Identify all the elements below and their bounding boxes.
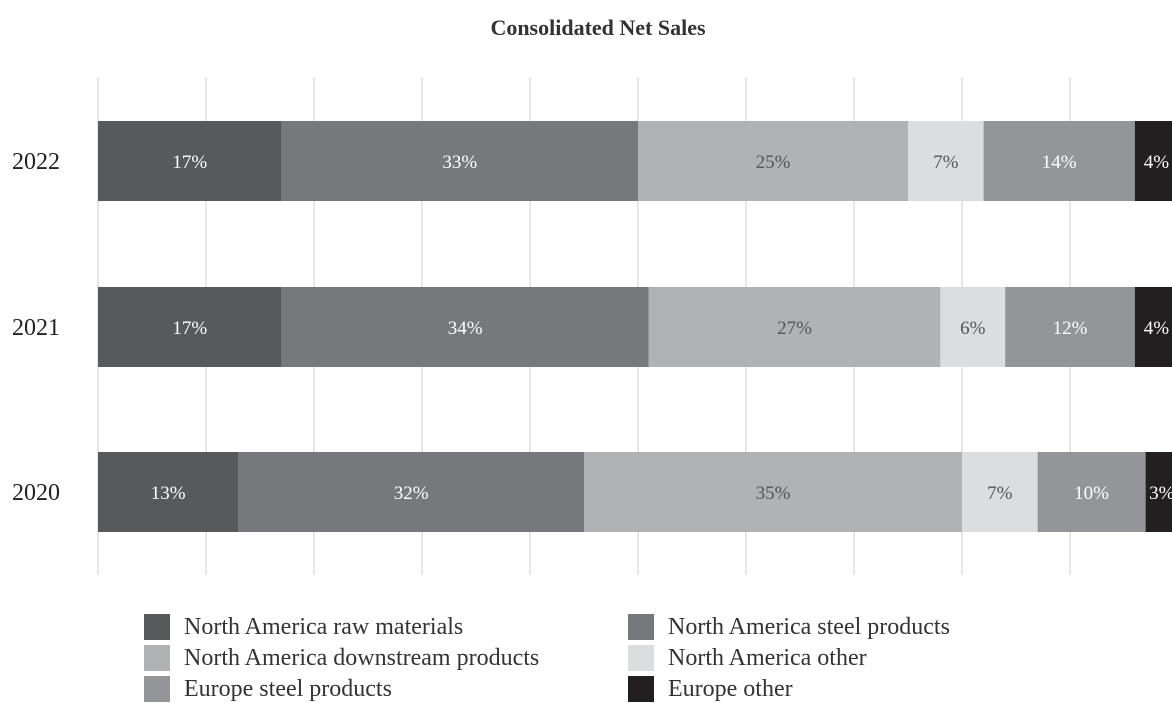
bar-segment (1005, 287, 1135, 367)
legend-label: Europe other (668, 675, 793, 702)
legend-item: North America other (628, 644, 867, 672)
data-label: 4% (1144, 152, 1170, 173)
bar-segment (648, 287, 941, 367)
legend-item: Europe other (628, 675, 793, 703)
bar-segment (98, 452, 239, 532)
data-label: 27% (777, 318, 812, 339)
data-label: 4% (1144, 318, 1170, 339)
category-label: 2021 (12, 315, 60, 341)
bar-segment (1134, 121, 1172, 201)
bar-segment (584, 452, 962, 532)
bar-segment (962, 452, 1038, 532)
data-label: 14% (1042, 152, 1077, 173)
legend-label: Europe steel products (184, 675, 392, 702)
legend-item: North America downstream products (144, 644, 539, 672)
data-label: 3% (1149, 483, 1172, 504)
bar-segment (98, 121, 282, 201)
data-label: 33% (442, 152, 477, 173)
legend-item: Europe steel products (144, 675, 392, 703)
data-label: 6% (960, 318, 986, 339)
legend-swatch (144, 676, 170, 702)
bar-segment (98, 287, 282, 367)
data-label: 7% (933, 152, 959, 173)
legend-label: North America raw materials (184, 613, 464, 640)
bar-segment (940, 287, 1006, 367)
bar-segment (238, 452, 584, 532)
legend-swatch (628, 676, 654, 702)
legend-item: North America steel products (628, 613, 950, 641)
bar-segment (281, 287, 649, 367)
data-label: 7% (987, 483, 1013, 504)
data-label: 17% (172, 318, 207, 339)
legend-label: North America downstream products (184, 644, 540, 671)
data-label: 25% (756, 152, 791, 173)
bar-segment (1037, 452, 1146, 532)
category-label: 2020 (12, 480, 60, 506)
data-label: 13% (151, 483, 186, 504)
category-label: 2022 (12, 149, 60, 175)
legend-swatch (144, 645, 170, 671)
legend-swatch (144, 614, 170, 640)
bar-segment (983, 121, 1135, 201)
legend-swatch (628, 614, 654, 640)
data-label: 10% (1074, 483, 1109, 504)
bar-segment (638, 121, 908, 201)
bar-segment (1134, 287, 1172, 367)
data-label: 32% (394, 483, 429, 504)
legend-label: North America steel products (668, 613, 950, 640)
bar-segment (281, 121, 638, 201)
chart-title: Consolidated Net Sales (490, 15, 706, 40)
legend-item: North America raw materials (144, 613, 463, 641)
bars: 2022 17% 33% 25% 7% 14% 4% 2021 17% 34% 27% 6% 12% 4%… (12, 121, 1172, 532)
legend-label: North America other (668, 644, 867, 671)
data-label: 34% (448, 318, 483, 339)
bar-segment (908, 121, 984, 201)
legend-swatch (628, 645, 654, 671)
data-label: 12% (1053, 318, 1088, 339)
data-label: 35% (756, 483, 791, 504)
data-label: 17% (172, 152, 207, 173)
bar-segment (1145, 452, 1172, 532)
